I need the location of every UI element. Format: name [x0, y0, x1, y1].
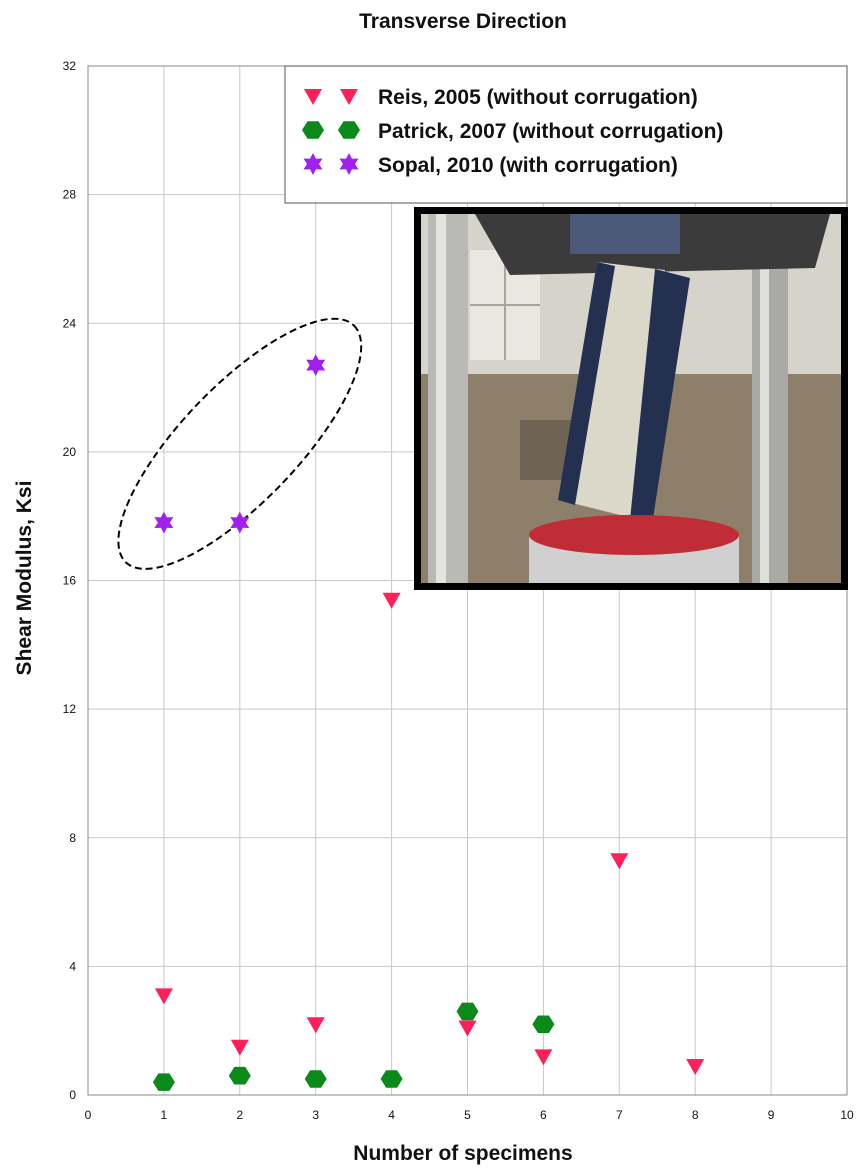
y-tick-label: 28 [63, 188, 77, 202]
y-tick-label: 20 [63, 445, 77, 459]
x-tick-label: 3 [312, 1108, 319, 1122]
x-tick-label: 7 [616, 1108, 623, 1122]
legend-marker [339, 153, 359, 175]
legend-entry: Patrick, 2007 (without corrugation) [302, 120, 723, 143]
x-tick-label: 9 [768, 1108, 775, 1122]
data-point [152, 1073, 175, 1091]
chart-title: Transverse Direction [359, 10, 567, 33]
legend-entry: Reis, 2005 (without corrugation) [304, 86, 698, 109]
series-triangle-down [154, 592, 705, 1076]
legend-marker [338, 121, 360, 139]
data-point [382, 592, 401, 609]
x-tick-label: 4 [388, 1108, 395, 1122]
legend-label: Patrick, 2007 (without corrugation) [378, 120, 723, 143]
data-point [306, 354, 326, 377]
data-point [306, 1017, 325, 1034]
data-point [230, 511, 250, 534]
data-point [154, 988, 173, 1005]
data-point [304, 1070, 327, 1088]
legend-marker [302, 121, 324, 139]
legend-label: Sopal, 2010 (with corrugation) [378, 154, 678, 177]
series-hexagon [152, 1002, 555, 1091]
y-tick-label: 12 [63, 702, 77, 716]
x-tick-label: 0 [85, 1108, 92, 1122]
y-axis-label: Shear Modulus, Ksi [13, 481, 36, 676]
series-star [154, 354, 326, 534]
data-point [228, 1066, 251, 1085]
y-tick-label: 8 [69, 831, 76, 845]
x-tick-label: 1 [161, 1108, 168, 1122]
y-tick-label: 24 [63, 316, 77, 330]
data-point [534, 1049, 553, 1066]
x-tick-label: 6 [540, 1108, 547, 1122]
y-tick-label: 16 [63, 574, 77, 588]
data-point [610, 853, 629, 870]
data-point [380, 1070, 403, 1088]
highlight-ellipse-layer [115, 316, 364, 572]
legend-marker [304, 89, 322, 105]
photo-inset [414, 207, 848, 590]
data-point [458, 1020, 477, 1037]
y-tick-label: 4 [69, 959, 76, 973]
legend-marker [303, 153, 323, 175]
x-axis-label: Number of specimens [353, 1142, 572, 1165]
data-point [686, 1059, 705, 1076]
legend-label: Reis, 2005 (without corrugation) [378, 86, 698, 109]
data-point [532, 1015, 555, 1033]
x-tick-label: 8 [692, 1108, 699, 1122]
legend-marker [340, 89, 358, 105]
x-tick-label: 2 [236, 1108, 243, 1122]
legend: Reis, 2005 (without corrugation) Patrick,… [284, 65, 848, 204]
x-tick-label: 10 [840, 1108, 854, 1122]
legend-entry: Sopal, 2010 (with corrugation) [303, 153, 678, 177]
data-point [230, 1039, 249, 1056]
x-tick-label: 5 [464, 1108, 471, 1122]
y-tick-label: 32 [63, 59, 77, 73]
data-point [456, 1002, 479, 1021]
highlight-ellipse [117, 317, 363, 570]
y-tick-label: 0 [69, 1088, 76, 1102]
legend-box [284, 65, 848, 204]
data-points [152, 354, 705, 1091]
data-point [154, 511, 174, 534]
